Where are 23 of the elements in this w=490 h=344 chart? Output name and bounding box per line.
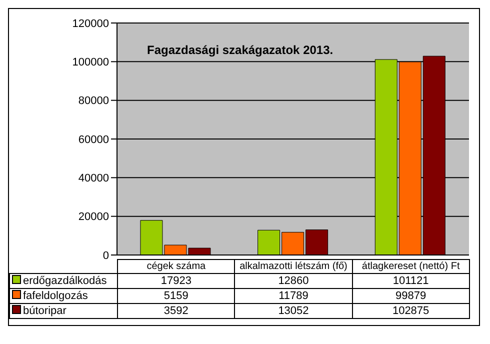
data-label: 5159 bbox=[118, 288, 235, 304]
y-tick-label: 120000 bbox=[72, 18, 109, 30]
legend-label: fafeldolgozás bbox=[10, 288, 118, 304]
x-tick-label: átlagkereset (nettó) Ft bbox=[352, 260, 470, 274]
x-tick-label: alkalmazotti létszám (fő) bbox=[234, 260, 352, 274]
y-tick-label: 0 bbox=[102, 250, 109, 262]
x-tick-label: cégek száma bbox=[118, 260, 235, 274]
data-label: 17923 bbox=[118, 274, 235, 288]
y-tick-label: 40000 bbox=[78, 172, 109, 185]
data-label: 102875 bbox=[352, 304, 470, 318]
y-tick-label: 20000 bbox=[78, 211, 109, 224]
legend-label: erdőgazdálkodás bbox=[10, 274, 118, 288]
data-label: 13052 bbox=[234, 304, 352, 318]
data-label: 101121 bbox=[352, 274, 470, 288]
data-label: 3592 bbox=[118, 304, 235, 318]
y-tick-label: 100000 bbox=[72, 56, 109, 69]
data-label: 11789 bbox=[234, 288, 352, 304]
y-tick-label: 80000 bbox=[78, 95, 109, 108]
data-label: 99879 bbox=[352, 288, 470, 304]
y-tick-label: 60000 bbox=[78, 134, 109, 146]
text: Fagazdasági szakágazatok 2013. bbox=[147, 43, 334, 57]
data-label: 12860 bbox=[234, 274, 352, 288]
legend-label: bútoripar bbox=[10, 304, 118, 318]
